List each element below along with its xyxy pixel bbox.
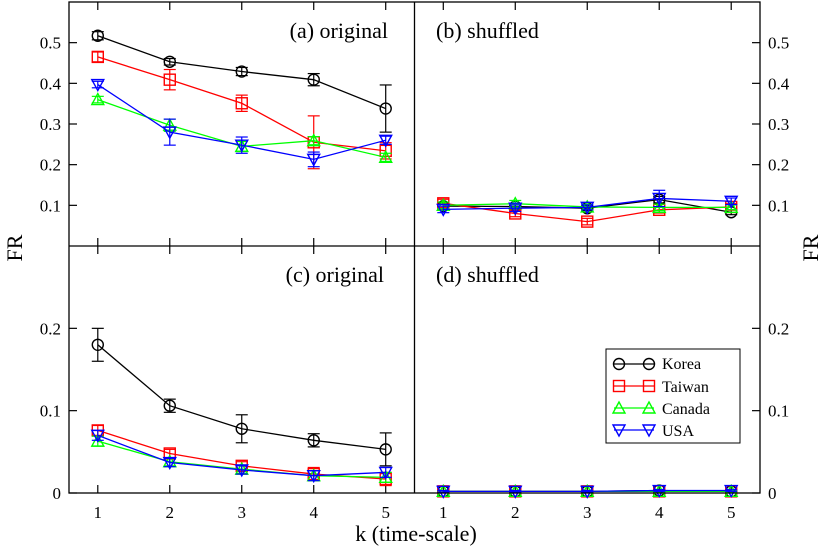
panel-c-usa-point-3 [306, 470, 321, 484]
panel-c-ytick-label-0: 0 [53, 484, 62, 503]
panel-d-ytick-label-0: 0 [768, 484, 777, 503]
panel-b-usa-point-1 [508, 202, 523, 216]
panel-b-usa-point-2 [580, 201, 595, 215]
panel-b-ytick-label-2: 0.3 [768, 115, 789, 134]
panel-d-ytick-label-1: 0.1 [768, 402, 789, 421]
panel-d-xtick-label-0: 1 [439, 503, 448, 522]
legend-label-usa: USA [662, 423, 694, 440]
panel-c-korea-point-3 [307, 434, 320, 447]
panel-b-usa-point-3 [652, 192, 667, 206]
panel-d-ytick-label-2: 0.2 [768, 319, 789, 338]
panel-a-label: (a) original [290, 18, 388, 43]
panel-a-usa-point-1 [162, 126, 177, 140]
panel-c-xtick-label-3: 4 [309, 503, 318, 522]
legend-marker-right-canada [641, 400, 657, 414]
panel-c-korea-point-2 [235, 422, 248, 435]
panel-a-korea-point-4 [379, 102, 392, 115]
panel-c-usa-point-2 [234, 464, 249, 478]
legend-marker-right-taiwan [642, 379, 656, 393]
panel-c-ytick-label-1: 0.1 [40, 402, 61, 421]
panel-c-xtick-label-1: 2 [166, 503, 175, 522]
panel-b-ytick-label-3: 0.4 [768, 74, 790, 93]
panel-c-xtick-label-4: 5 [381, 503, 390, 522]
panel-c-xtick-label-0: 1 [94, 503, 103, 522]
panel-b-ytick-label-1: 0.2 [768, 156, 789, 175]
panel-d-usa-point-2 [580, 485, 595, 499]
panel-a-canada-point-3 [306, 133, 321, 147]
legend-label-taiwan: Taiwan [662, 379, 709, 396]
panel-a-taiwan-point-0 [91, 50, 104, 64]
panel-d-label: (d) shuffled [436, 262, 539, 287]
legend-marker-right-korea [642, 357, 656, 371]
legend-marker-right-usa [641, 424, 657, 438]
panel-c-usa-point-1 [162, 456, 177, 470]
legend-marks [611, 357, 657, 438]
panel-b-label: (b) shuffled [436, 18, 539, 43]
panel-a-korea-point-1 [163, 55, 176, 68]
panel-d-xtick-label-1: 2 [511, 503, 520, 522]
panel-a-taiwan-point-1 [163, 73, 176, 86]
panel-b-taiwan-point-2 [581, 215, 594, 228]
panel-a-ytick-label-4: 0.5 [40, 34, 61, 53]
panel-a-korea-point-2 [235, 65, 248, 78]
y-axis-label-right: FR [798, 234, 823, 261]
panel-c-label: (c) original [286, 262, 384, 287]
legend-marker-left-usa [611, 424, 627, 438]
panel-d-xtick-label-3: 4 [655, 503, 664, 522]
panel-c-korea-point-1 [163, 399, 176, 412]
panel-d-usa-point-3 [652, 484, 667, 498]
panel-c-xtick-label-2: 3 [238, 503, 247, 522]
panel-a-canada-point-4 [378, 149, 393, 164]
legend-marker-left-canada [611, 400, 627, 414]
y-axis-label-left: FR [2, 234, 27, 261]
panel-c-usa-point-0 [90, 429, 105, 443]
panel-b-usa-point-4 [724, 195, 739, 209]
legend-label-canada: Canada [662, 401, 710, 418]
legend-marker-left-taiwan [612, 379, 626, 393]
panel-b-ytick-label-4: 0.5 [768, 34, 789, 53]
panel-a-ytick-label-1: 0.2 [40, 156, 61, 175]
panel-a-taiwan-point-2 [235, 97, 248, 110]
panel-c-korea-point-0 [91, 338, 104, 351]
panel-b-usa-point-0 [436, 203, 451, 217]
panel-c-korea-point-4 [379, 443, 392, 456]
plot-marks: 0.1 0.2 0.3 0.4 0.5 0.1 0.2 0.3 0.4 0.5 0 0.1 0.2 1 2 3… [40, 2, 790, 522]
legend-marker-left-korea [612, 357, 626, 371]
panel-c-ytick-label-2: 0.2 [40, 319, 61, 338]
panel-d-usa-point-1 [508, 485, 523, 499]
panel-a-usa-point-3 [306, 153, 321, 167]
panel-a-usa-point-2 [234, 139, 249, 153]
panel-b-canada-point-4 [724, 199, 739, 214]
panel-a-usa-point-0 [90, 78, 105, 93]
panel-a-ytick-label-0: 0.1 [40, 196, 61, 215]
panel-a-ytick-label-2: 0.3 [40, 115, 61, 134]
x-axis-label: k (time-scale) [355, 521, 477, 546]
panel-a-korea-point-0 [91, 29, 104, 42]
panel-a-ytick-label-3: 0.4 [40, 74, 62, 93]
panel-d-xtick-label-4: 5 [727, 503, 736, 522]
panel-c-usa-point-4 [378, 466, 393, 480]
legend-label-korea: Korea [662, 356, 701, 373]
panel-a-usa-point-4 [378, 134, 393, 148]
panel-d-xtick-label-2: 3 [583, 503, 592, 522]
legend-box [605, 348, 741, 444]
legend: Korea Taiwan Canada USA [605, 348, 741, 444]
panel-d-usa-point-0 [436, 485, 451, 499]
panel-a-canada-point-0 [90, 92, 105, 106]
panel-d-usa-point-4 [724, 484, 739, 498]
panel-b-ytick-label-0: 0.1 [768, 196, 789, 215]
panel-a-korea-point-3 [307, 73, 320, 86]
